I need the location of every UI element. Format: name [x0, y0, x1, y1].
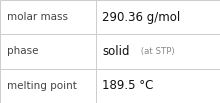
Text: molar mass: molar mass — [7, 12, 68, 22]
Bar — [0, 0, 96, 34]
Bar — [0, 34, 96, 69]
Text: solid: solid — [102, 45, 130, 58]
Bar — [96, 34, 220, 69]
Text: melting point: melting point — [7, 81, 77, 91]
Bar — [96, 69, 220, 103]
Text: 189.5 °C: 189.5 °C — [102, 79, 154, 92]
Text: phase: phase — [7, 46, 38, 57]
Bar — [96, 0, 220, 34]
Text: (at STP): (at STP) — [138, 47, 174, 56]
Text: 290.36 g/mol: 290.36 g/mol — [102, 11, 181, 24]
Bar — [0, 69, 96, 103]
